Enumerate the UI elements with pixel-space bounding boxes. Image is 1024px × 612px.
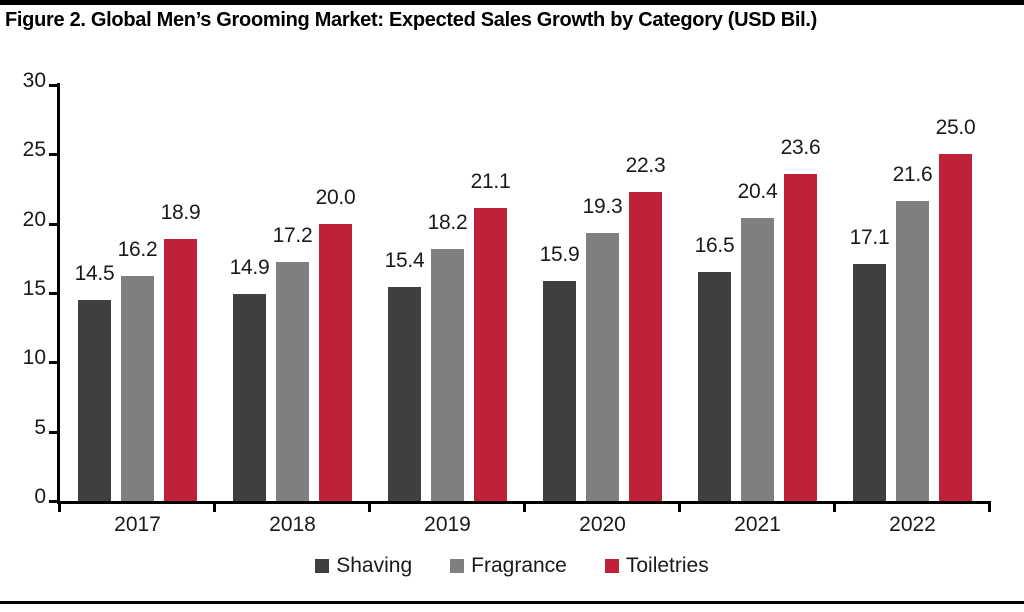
bar-value-label: 14.9 [229,256,270,280]
bar-value-label: 14.5 [74,261,115,285]
legend-label: Toiletries [625,554,709,577]
bar-fragrance-2018 [276,262,309,501]
bar-shaving-2017 [78,299,111,501]
x-axis-tick [678,501,681,512]
legend-swatch-icon [604,559,619,573]
y-axis-tick [49,361,57,365]
bar-value-label: 17.2 [272,224,313,248]
bar-shaving-2021 [698,272,731,501]
y-axis-tick [49,500,57,503]
bar-value-label: 15.9 [539,242,580,266]
x-axis-tick [213,501,216,512]
bar-value-label: 15.4 [384,249,425,273]
legend-label: Shaving [336,554,413,577]
y-axis-tick-label: 20 [22,207,46,231]
bar-toiletries-2019 [474,208,507,501]
chart-legend: Shaving Fragrance Toiletries [0,552,1024,580]
bar-fragrance-2021 [741,218,774,501]
bar-value-label: 18.2 [427,210,468,234]
legend-label: Fragrance [471,554,567,577]
bar-fragrance-2022 [896,201,929,501]
y-axis-tick-label: 30 [22,69,46,92]
y-axis-tick [49,222,57,226]
bar-value-label: 17.1 [849,225,890,249]
bar-toiletries-2017 [164,238,197,501]
y-axis-line [57,83,60,504]
bar-fragrance-2019 [431,248,464,501]
bar-value-label: 16.5 [694,234,735,258]
legend-item-toiletries: Toiletries [604,554,709,578]
y-axis-tick [49,430,57,434]
x-axis-category-label: 2018 [269,513,316,536]
legend-item-shaving: Shaving [315,554,412,578]
x-axis-category-label: 2019 [424,513,471,536]
x-axis-tick [523,501,526,512]
y-axis-tick-label: 5 [34,415,46,439]
bar-value-label: 16.2 [117,238,158,262]
bar-value-label: 19.3 [582,195,623,219]
bar-fragrance-2017 [121,276,154,501]
x-axis-tick [58,501,61,512]
bar-toiletries-2020 [629,191,662,501]
x-axis-tick [833,501,836,512]
bar-toiletries-2018 [319,223,352,501]
x-axis-category-label: 2021 [734,513,781,536]
y-axis-tick-label: 25 [22,138,46,162]
bar-shaving-2019 [388,287,421,501]
bar-value-label: 18.9 [160,200,201,224]
y-axis-tick-label: 15 [22,277,46,300]
bar-value-label: 21.6 [892,163,933,187]
x-axis-category-label: 2020 [579,513,626,536]
bar-value-label: 20.4 [737,180,778,204]
bar-value-label: 20.0 [315,185,356,209]
y-axis-tick [49,84,57,87]
top-border-rule [0,0,1024,5]
bar-value-label: 21.1 [470,170,511,194]
y-axis-tick [49,153,57,157]
x-axis-category-label: 2017 [114,513,161,536]
y-axis-tick-label: 0 [34,485,46,508]
bar-value-label: 23.6 [780,135,821,159]
bar-fragrance-2020 [586,233,619,501]
bar-value-label: 22.3 [625,153,666,177]
legend-swatch-icon [315,559,330,573]
figure-title: Figure 2. Global Men’s Grooming Market: … [5,9,817,31]
legend-item-fragrance: Fragrance [450,554,567,578]
bar-toiletries-2021 [784,173,817,501]
y-axis-tick-label: 10 [22,346,46,370]
legend-swatch-icon [450,559,465,573]
bottom-border-rule [0,601,1024,604]
bar-shaving-2018 [233,294,266,501]
bar-value-label: 25.0 [935,116,976,140]
x-axis-tick [368,501,371,512]
bar-shaving-2020 [543,280,576,501]
y-axis-tick [49,292,57,295]
bar-shaving-2022 [853,263,886,501]
x-axis-tick [988,501,991,512]
x-axis-category-label: 2022 [889,513,936,536]
bar-toiletries-2022 [939,154,972,501]
